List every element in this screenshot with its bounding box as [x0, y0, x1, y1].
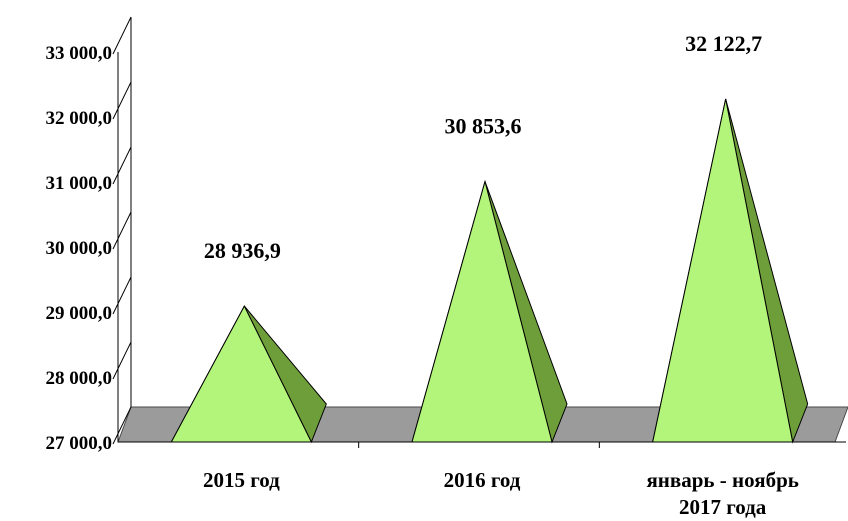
y-axis: 27 000,0 28 000,0 29 000,0 30 000,0 31 000,0…	[46, 16, 600, 454]
chart-marks	[170, 98, 809, 444]
y-tick-label: 32 000,0	[46, 108, 113, 129]
x-category-label: январь - ноябрь	[646, 468, 798, 492]
y-tick-mark	[112, 211, 132, 250]
y-tick-label: 31 000,0	[46, 173, 113, 194]
pyramid-front-face	[652, 98, 794, 443]
x-category-label: 2016 год	[444, 468, 521, 492]
y-tick-label: 27 000,0	[46, 433, 113, 454]
x-category-label: 2017 года	[679, 495, 767, 519]
y-tick-mark	[112, 276, 132, 315]
y-tick-label: 28 000,0	[46, 368, 113, 389]
pyramid-front-face	[170, 305, 313, 443]
pyramid-2	[411, 179, 568, 444]
data-label: 30 853,6	[445, 114, 522, 139]
pyramid-front-face	[411, 179, 553, 443]
y-tick-mark	[112, 16, 132, 55]
data-label: 32 122,7	[685, 31, 762, 56]
x-category-label: 2015 год	[203, 468, 280, 492]
chart-labels: 28 936,9 2015 год 30 853,6 2016 год 32 122,7…	[203, 31, 799, 519]
y-tick-mark	[112, 146, 132, 185]
pyramid-3	[652, 98, 809, 444]
y-tick-mark	[112, 406, 132, 445]
pyramid-1	[170, 305, 327, 444]
y-tick-label: 30 000,0	[46, 238, 113, 259]
y-tick-label: 33 000,0	[46, 43, 113, 64]
y-tick-mark	[112, 81, 132, 120]
data-label: 28 936,9	[204, 238, 281, 263]
y-tick-label: 29 000,0	[46, 303, 113, 324]
y-tick-mark	[112, 341, 132, 380]
